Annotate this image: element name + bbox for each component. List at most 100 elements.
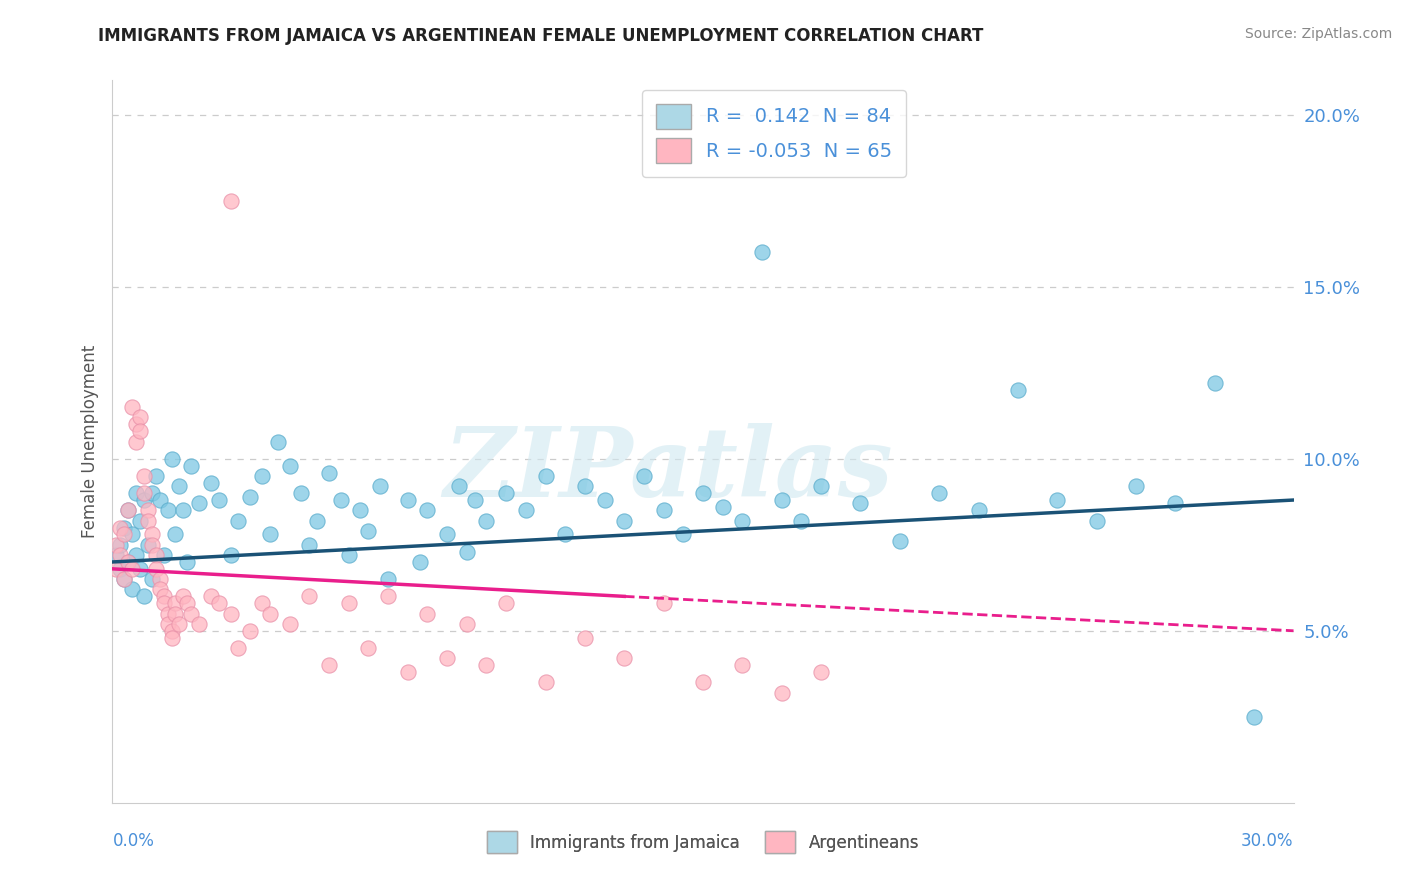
Point — [188, 496, 211, 510]
Point — [132, 486, 155, 500]
Point — [318, 466, 340, 480]
Point — [1007, 383, 1029, 397]
Point — [849, 496, 872, 510]
Point — [475, 658, 498, 673]
Point — [152, 548, 174, 562]
Point — [515, 503, 537, 517]
Point — [141, 538, 163, 552]
Point — [447, 479, 470, 493]
Point — [711, 500, 734, 514]
Point — [416, 503, 439, 517]
Point — [165, 596, 187, 610]
Point — [408, 555, 430, 569]
Point — [112, 572, 135, 586]
Point — [219, 548, 242, 562]
Point — [810, 665, 832, 679]
Point — [160, 631, 183, 645]
Point — [121, 527, 143, 541]
Point — [278, 616, 301, 631]
Y-axis label: Female Unemployment: Female Unemployment — [80, 345, 98, 538]
Point — [250, 469, 273, 483]
Point — [751, 245, 773, 260]
Point — [188, 616, 211, 631]
Point — [672, 527, 695, 541]
Point — [1046, 493, 1069, 508]
Point — [495, 486, 517, 500]
Point — [156, 503, 179, 517]
Point — [129, 514, 152, 528]
Point — [112, 520, 135, 534]
Point — [125, 486, 148, 500]
Point — [1085, 514, 1108, 528]
Point — [464, 493, 486, 508]
Point — [219, 607, 242, 621]
Point — [259, 527, 281, 541]
Text: IMMIGRANTS FROM JAMAICA VS ARGENTINEAN FEMALE UNEMPLOYMENT CORRELATION CHART: IMMIGRANTS FROM JAMAICA VS ARGENTINEAN F… — [98, 27, 984, 45]
Point — [149, 493, 172, 508]
Point — [125, 548, 148, 562]
Point — [357, 524, 380, 538]
Point — [554, 527, 576, 541]
Point — [329, 493, 352, 508]
Point — [152, 590, 174, 604]
Point — [377, 590, 399, 604]
Point — [534, 675, 557, 690]
Point — [165, 527, 187, 541]
Point — [357, 640, 380, 655]
Point — [770, 493, 793, 508]
Point — [156, 607, 179, 621]
Point — [1164, 496, 1187, 510]
Point — [112, 527, 135, 541]
Point — [132, 590, 155, 604]
Point — [574, 479, 596, 493]
Point — [172, 503, 194, 517]
Point — [121, 582, 143, 597]
Point — [337, 548, 360, 562]
Point — [219, 194, 242, 208]
Point — [278, 458, 301, 473]
Point — [110, 538, 132, 552]
Point — [200, 475, 222, 490]
Point — [349, 503, 371, 517]
Point — [110, 562, 132, 576]
Point — [112, 572, 135, 586]
Point — [200, 590, 222, 604]
Point — [250, 596, 273, 610]
Point — [1243, 710, 1265, 724]
Point — [1125, 479, 1147, 493]
Point — [117, 503, 139, 517]
Point — [165, 607, 187, 621]
Point — [259, 607, 281, 621]
Point — [228, 640, 250, 655]
Point — [149, 582, 172, 597]
Point — [436, 651, 458, 665]
Point — [125, 417, 148, 432]
Point — [456, 544, 478, 558]
Point — [105, 562, 128, 576]
Point — [141, 486, 163, 500]
Point — [396, 665, 419, 679]
Point — [318, 658, 340, 673]
Point — [117, 555, 139, 569]
Point — [208, 493, 231, 508]
Point — [228, 514, 250, 528]
Point — [110, 548, 132, 562]
Point — [208, 596, 231, 610]
Point — [145, 469, 167, 483]
Text: 30.0%: 30.0% — [1241, 831, 1294, 850]
Point — [368, 479, 391, 493]
Point — [495, 596, 517, 610]
Point — [307, 514, 329, 528]
Point — [267, 434, 290, 449]
Text: ZIPatlas: ZIPatlas — [443, 424, 893, 517]
Point — [136, 514, 159, 528]
Point — [290, 486, 312, 500]
Point — [692, 486, 714, 500]
Point — [105, 548, 128, 562]
Point — [436, 527, 458, 541]
Point — [396, 493, 419, 508]
Point — [574, 631, 596, 645]
Point — [169, 616, 191, 631]
Point — [967, 503, 990, 517]
Point — [928, 486, 950, 500]
